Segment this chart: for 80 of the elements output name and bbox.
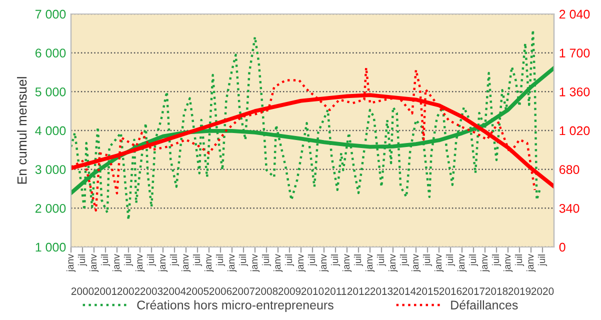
y2-tick-label: 1 360 [560, 87, 590, 96]
x2-tick-label: janv [273, 254, 283, 272]
x-tick-label: 2009 [278, 288, 301, 295]
legend-label: Défaillances [451, 300, 518, 310]
x2-tick-label: janv [135, 254, 145, 272]
x2-tick-label: juil [78, 254, 88, 266]
x2-tick-label: juil [216, 254, 226, 266]
x-tick-label: 2013 [370, 288, 393, 295]
y-tick-label: 1 000 [36, 242, 66, 252]
x2-tick-label: janv [158, 254, 168, 272]
x2-tick-label: juil [446, 254, 456, 266]
x2-tick-label: janv [112, 254, 122, 272]
x2-tick-label: janv [503, 254, 513, 272]
y2-tick-label: 1 700 [560, 48, 590, 58]
y2-tick-label: 0 [559, 242, 566, 252]
x2-tick-label: janv [319, 254, 329, 272]
x2-tick-label: juil [262, 254, 272, 266]
x2-tick-label: janv [457, 254, 467, 272]
x-tick-label: 2019 [508, 288, 531, 295]
x2-tick-label: juil [492, 254, 502, 266]
x2-tick-label: juil [422, 254, 432, 266]
x2-tick-label: janv [204, 254, 214, 272]
x2-tick-label: janv [365, 254, 375, 272]
x2-tick-label: janv [526, 254, 536, 272]
x2-tick-label: juil [538, 254, 548, 266]
x2-tick-label: juil [400, 254, 410, 266]
x2-tick-label: janv [342, 254, 352, 272]
x-tick-label: 2006 [209, 288, 232, 295]
x-tick-label: 2020 [531, 288, 554, 295]
x2-tick-label: juil [354, 254, 364, 266]
y2-tick-label: 680 [559, 165, 580, 174]
x2-tick-label: juil [376, 254, 386, 266]
x2-tick-label: juil [284, 254, 294, 266]
x2-tick-label: janv [89, 254, 99, 272]
x2-tick-label: janv [434, 254, 444, 272]
y2-tick-label: 340 [559, 204, 580, 213]
x2-tick-label: juil [468, 254, 478, 266]
x2-tick-label: janv [480, 254, 490, 272]
x-tick-label: 2004 [163, 288, 186, 295]
x-tick-label: 2014 [393, 288, 416, 295]
x-tick-label: 2018 [485, 288, 508, 295]
x-tick-label: 2002 [117, 288, 140, 295]
x-tick-label: 2015 [416, 288, 439, 295]
y-axis-title: En cumul mensuel [17, 77, 27, 184]
x-tick-label: 2000 [71, 288, 94, 295]
x2-tick-label: janv [411, 254, 421, 272]
y-tick-label: 7 000 [36, 10, 66, 19]
x2-tick-label: janv [388, 254, 398, 272]
x2-tick-label: juil [124, 254, 134, 266]
y2-tick-label: 2 040 [559, 10, 590, 19]
x-tick-label: 2016 [439, 288, 462, 295]
x2-tick-label: janv [296, 254, 306, 272]
x2-tick-label: juil [170, 254, 180, 266]
x-tick-label: 2005 [186, 288, 209, 295]
x-tick-label: 2003 [140, 288, 163, 295]
x2-tick-label: juil [146, 254, 156, 266]
x2-tick-label: juil [308, 254, 318, 266]
y-tick-label: 6 000 [35, 48, 66, 58]
y-tick-label: 4 000 [35, 126, 66, 136]
x-tick-label: 2007 [232, 288, 255, 295]
x2-tick-label: janv [250, 254, 260, 272]
x-tick-label: 2001 [94, 288, 117, 295]
x2-tick-label: janv [181, 254, 191, 272]
x2-tick-label: juil [238, 254, 248, 266]
x2-tick-label: juil [100, 254, 110, 266]
x2-tick-label: janv [227, 254, 237, 272]
x-tick-label: 2017 [462, 288, 485, 295]
x2-tick-label: juil [192, 254, 202, 266]
x2-tick-label: janv [66, 254, 76, 272]
x2-tick-label: juil [514, 254, 524, 266]
y-tick-label: 5 000 [35, 87, 66, 96]
x-tick-label: 2012 [347, 288, 370, 295]
y-tick-label: 3 000 [35, 165, 66, 174]
legend-label: Créations hors micro-entrepreneurs [137, 300, 334, 312]
y2-tick-label: 1 020 [560, 126, 590, 136]
y-tick-label: 2 000 [35, 204, 66, 213]
x-tick-label: 2010 [301, 288, 324, 295]
x2-tick-label: juil [330, 254, 340, 266]
x-tick-label: 2008 [255, 288, 278, 295]
x-tick-label: 2011 [324, 288, 346, 295]
